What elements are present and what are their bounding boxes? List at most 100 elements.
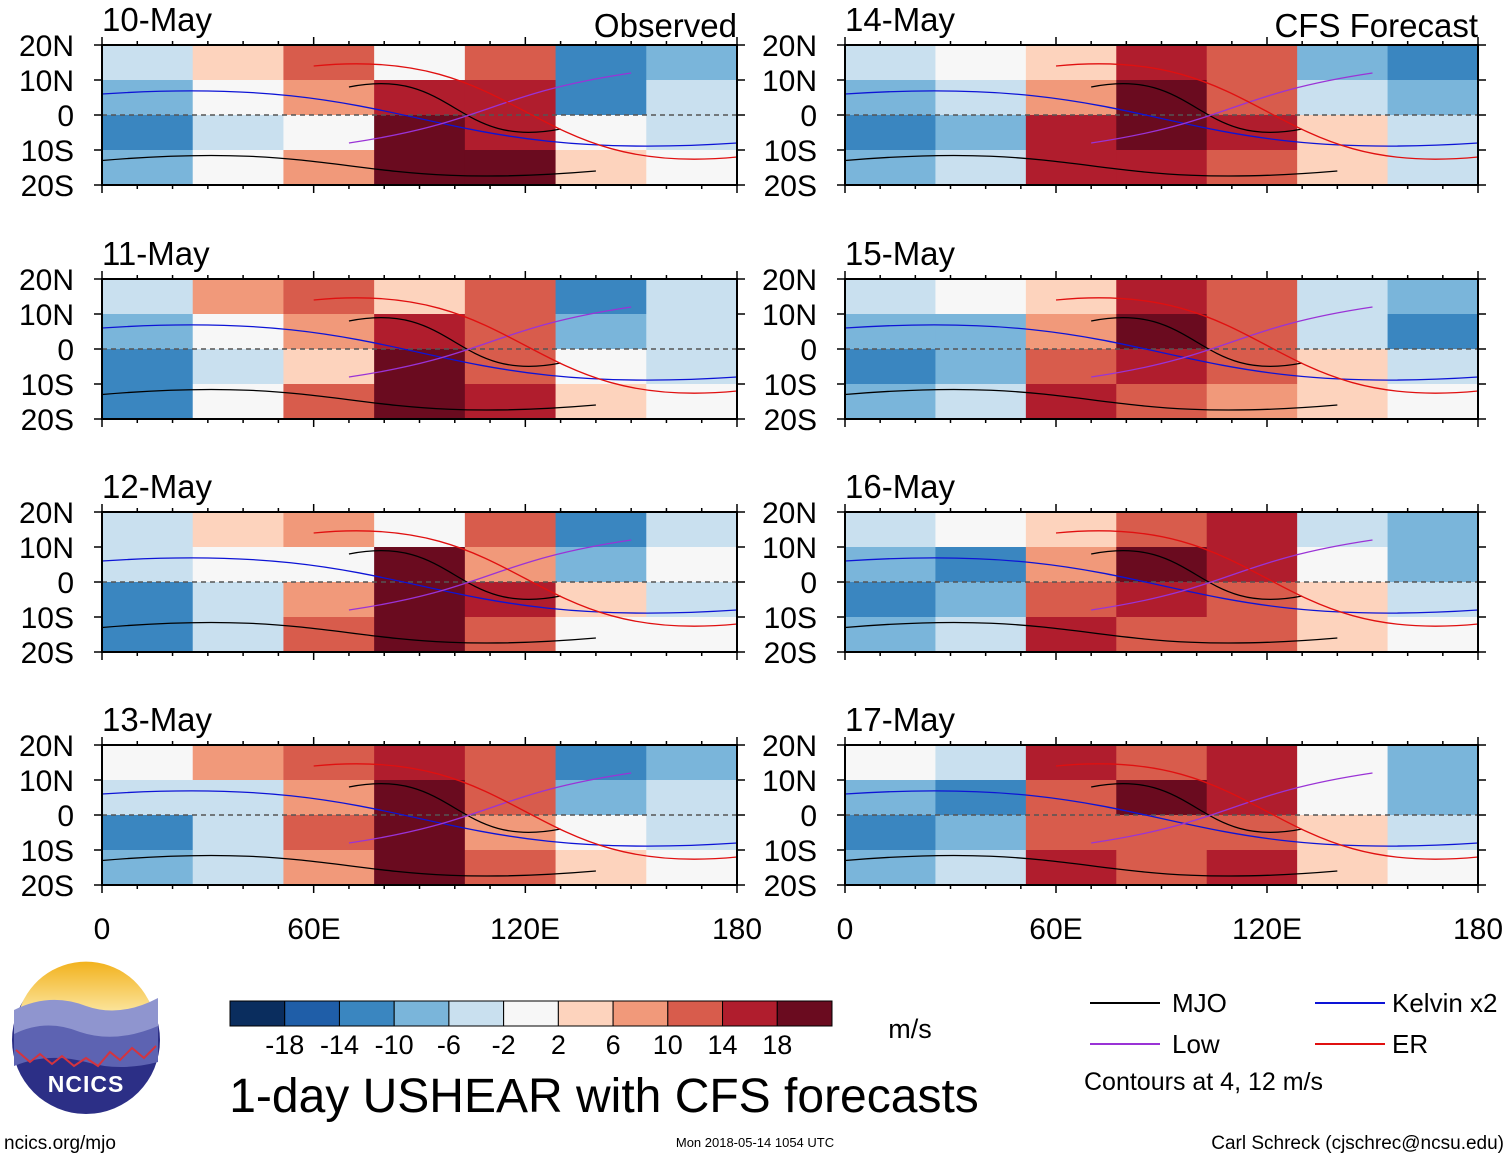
colorbar-label: -10 <box>375 1030 414 1060</box>
colorbar-swatch <box>448 1000 505 1027</box>
heat-cell <box>374 547 466 583</box>
heat-cell <box>283 349 375 385</box>
lat-label: 0 <box>800 334 817 367</box>
heat-cell <box>1297 617 1389 653</box>
heat-cell <box>1025 279 1117 315</box>
low-contour <box>348 306 632 378</box>
heat-cell <box>283 115 375 151</box>
heat-cell <box>1116 512 1208 548</box>
colorbar-swatch <box>612 1000 669 1027</box>
heat-cell <box>283 512 375 548</box>
heat-cell <box>1387 80 1479 116</box>
lat-label: 0 <box>800 100 817 133</box>
heat-cell <box>1116 279 1208 315</box>
lat-label: 20S <box>764 404 817 437</box>
kelvin-contour <box>101 790 738 847</box>
heat-cell <box>555 150 647 186</box>
colorbar-swatch <box>229 1000 286 1027</box>
heat-cell <box>374 745 466 781</box>
lat-label: 20S <box>21 637 74 670</box>
kelvin-contour <box>101 90 738 147</box>
heat-cell <box>283 850 375 886</box>
heat-cell <box>192 582 285 618</box>
heat-cell <box>646 150 738 186</box>
heat-cell <box>464 617 557 653</box>
lat-label: 20S <box>21 170 74 203</box>
x-axis-right: 0 60E 120E 180 <box>837 913 1503 946</box>
er-contour <box>313 63 738 160</box>
heat-cell <box>646 279 738 315</box>
heat-cell <box>374 780 466 816</box>
x-tick-180: 180 <box>712 913 762 946</box>
heat-cell <box>935 45 1027 81</box>
heat-cell <box>845 582 937 618</box>
heat-cell <box>646 512 738 548</box>
heat-cell <box>1025 617 1117 653</box>
heat-cell <box>192 80 285 116</box>
lat-label: 20N <box>762 264 817 297</box>
heat-cell <box>1116 780 1208 816</box>
forecast-header: CFS Forecast <box>1274 7 1478 44</box>
heat-cell <box>935 80 1027 116</box>
heat-cell <box>845 115 937 151</box>
heat-cell <box>1297 745 1389 781</box>
heat-cell <box>1116 45 1208 81</box>
heat-cell <box>283 150 375 186</box>
heat-cell <box>1387 547 1479 583</box>
heat-cell <box>1206 617 1298 653</box>
heat-cell <box>464 384 557 420</box>
heat-cell <box>935 582 1027 618</box>
heat-cell <box>1025 115 1117 151</box>
heat-cell <box>283 279 375 315</box>
heat-cell <box>464 547 557 583</box>
colorbar-swatch <box>776 1000 833 1027</box>
heat-cell <box>1025 815 1117 851</box>
heat-cell <box>1387 384 1479 420</box>
heat-cell <box>845 45 937 81</box>
heat-cell <box>283 45 375 81</box>
heat-cell <box>464 349 557 385</box>
heat-cell <box>1297 547 1389 583</box>
heat-cell <box>192 512 285 548</box>
heat-cell <box>1025 512 1117 548</box>
heat-cell <box>102 349 194 385</box>
heat-cell <box>192 349 285 385</box>
lat-label: 10S <box>764 602 817 635</box>
lat-label: 0 <box>800 567 817 600</box>
heat-cell <box>555 314 647 350</box>
kelvin-contour <box>844 557 1479 614</box>
lat-label: 0 <box>57 800 74 833</box>
heat-cell <box>1387 850 1479 886</box>
heat-cell <box>1116 745 1208 781</box>
heat-cell <box>102 815 194 851</box>
lat-label: 20N <box>19 30 74 63</box>
low-contour <box>1091 306 1373 378</box>
heat-cell <box>102 115 194 151</box>
kelvin-contour <box>844 90 1479 147</box>
heat-cell <box>1387 314 1479 350</box>
low-contour <box>348 772 632 844</box>
heat-cell <box>935 780 1027 816</box>
heat-cell <box>192 815 285 851</box>
lat-label: 10N <box>19 532 74 565</box>
x-tick-0: 0 <box>94 913 111 946</box>
x-tick-60e: 60E <box>287 913 340 946</box>
mjo-contour <box>348 82 561 134</box>
logo-text: NCICS <box>48 1071 125 1097</box>
heat-cell <box>1387 512 1479 548</box>
heat-cell <box>1206 115 1298 151</box>
heat-cell <box>935 115 1027 151</box>
heat-cell <box>555 617 647 653</box>
heat-cell <box>283 582 375 618</box>
heat-cell <box>555 45 647 81</box>
kelvin-contour <box>844 790 1479 847</box>
mjo-contour <box>1091 82 1303 134</box>
heat-cell <box>283 314 375 350</box>
mjo-contour <box>844 621 1338 644</box>
heat-cell <box>935 815 1027 851</box>
colorbar-label: 2 <box>551 1030 566 1060</box>
